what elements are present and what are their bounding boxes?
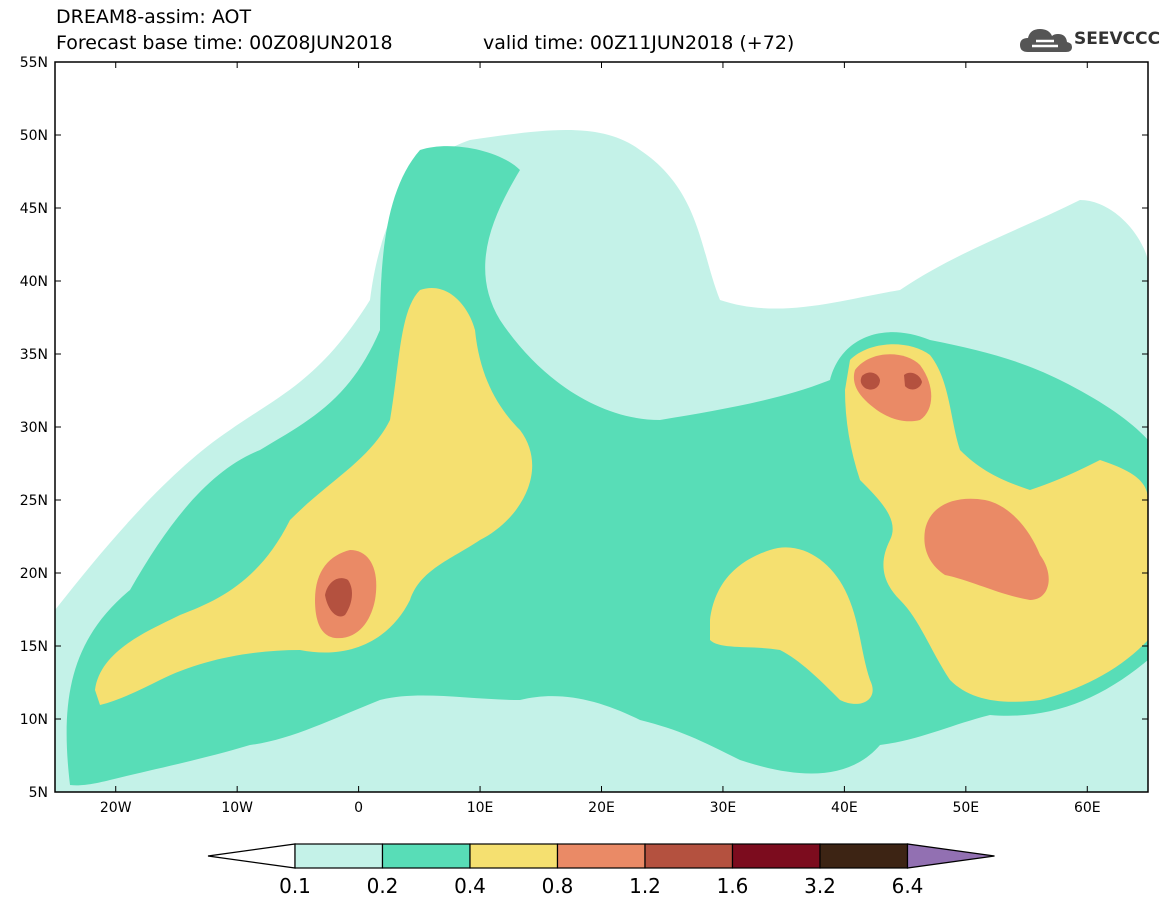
lon-label: 0 [354,800,363,816]
aot-contour-1.2c [904,372,922,390]
lat-label: 45N [20,201,48,217]
logo-text: SEEVCCC [1074,29,1161,49]
cloud-icon [1020,29,1072,52]
colorbar-box [731,843,821,869]
aot-field [55,62,1148,792]
colorbar-label: 1.2 [629,874,661,898]
longitude-labels: 20W 10W 0 10E 20E 30E 40E 50E 60E [100,800,1101,816]
colorbar-label: 0.1 [279,874,311,898]
lon-label: 10W [221,800,253,816]
lat-label: 15N [20,639,48,655]
colorbar-label: 3.2 [804,874,836,898]
lon-label: 10E [467,800,494,816]
valid-time: valid time: 00Z11JUN2018 (+72) [483,32,795,54]
lon-label: 60E [1074,800,1101,816]
map-title: DREAM8-assim: AOT [56,6,252,28]
colorbar-left-arrow [207,843,296,869]
lat-label: 50N [20,128,48,144]
lat-label: 40N [20,274,48,290]
seevccc-logo: SEEVCCC [1018,22,1161,56]
colorbar-label: 0.2 [367,874,399,898]
lon-label: 50E [952,800,979,816]
aot-contour-0.8c [924,498,1049,600]
colorbar-box [644,843,734,869]
lat-label: 55N [20,55,48,71]
colorbar-right-arrow [906,843,995,869]
lat-label: 30N [20,420,48,436]
lon-label: 20E [588,800,615,816]
colorbar-box [819,843,909,869]
axis-ticks [55,61,1148,793]
colorbar-label: 6.4 [892,874,924,898]
colorbar: 0.1 0.2 0.4 0.8 1.2 1.6 3.2 6.4 [207,843,995,898]
colorbar-box [469,843,559,869]
lat-label: 20N [20,566,48,582]
latitude-labels: 55N 50N 45N 40N 35N 30N 25N 20N 15N 10N 5N [20,55,48,801]
lat-label: 5N [29,785,48,801]
lon-label: 20W [100,800,132,816]
colorbar-label: 1.6 [717,874,749,898]
colorbar-box [294,843,384,869]
colorbar-box [381,843,471,869]
forecast-base-time: Forecast base time: 00Z08JUN2018 [56,32,393,54]
aot-contour-0.4 [95,288,533,705]
aot-contour-0.4b [710,547,873,704]
lat-label: 35N [20,347,48,363]
aot-contour-1.2 [325,578,352,617]
lat-label: 25N [20,493,48,509]
colorbar-box [556,843,646,869]
lon-label: 40E [831,800,858,816]
lon-label: 30E [710,800,737,816]
aot-contour-0.8b [853,354,932,422]
colorbar-label: 0.4 [454,874,486,898]
lat-label: 10N [20,712,48,728]
colorbar-label: 0.8 [542,874,574,898]
aot-contour-1.2b [860,372,880,390]
